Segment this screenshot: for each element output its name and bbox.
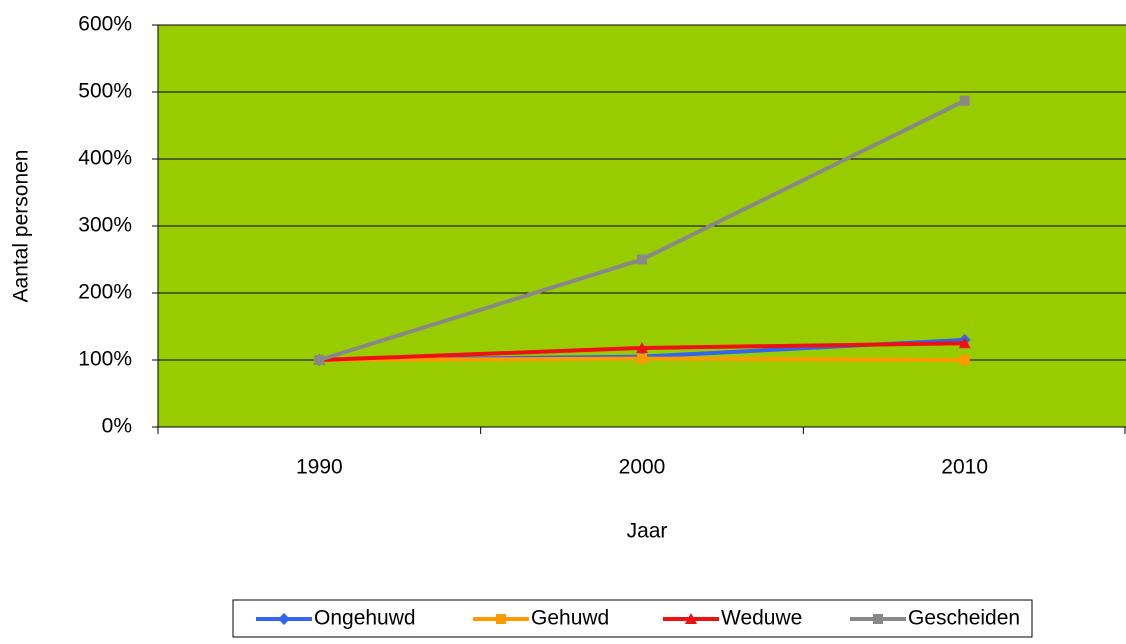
marker (496, 614, 506, 624)
x-tick-label: 2010 (941, 456, 988, 479)
marker (958, 337, 971, 349)
marker (685, 613, 697, 624)
y-axis-label: Aantal personen (10, 150, 33, 303)
marker (637, 353, 647, 364)
x-axis-label: Jaar (627, 520, 668, 543)
y-tick-label: 0% (102, 415, 132, 438)
legend-label: Gescheiden (908, 607, 1020, 630)
y-tick-label: 100% (78, 348, 132, 371)
y-tick-label: 500% (78, 80, 132, 103)
marker (314, 355, 325, 365)
y-tick-label: 600% (78, 13, 132, 36)
x-tick-label: 2000 (619, 456, 666, 479)
marker (636, 341, 648, 353)
y-tick-label: 400% (78, 147, 132, 170)
x-tick-label: 1990 (296, 456, 343, 479)
marker (278, 613, 290, 625)
y-tick-label: 300% (78, 214, 132, 237)
legend-label: Weduwe (721, 607, 802, 630)
legend-label: Gehuwd (531, 607, 609, 630)
y-tick-label: 200% (78, 281, 132, 304)
marker (959, 95, 970, 106)
marker (637, 254, 647, 265)
legend-label: Ongehuwd (314, 607, 416, 630)
marker (873, 614, 883, 624)
marker (959, 355, 970, 365)
